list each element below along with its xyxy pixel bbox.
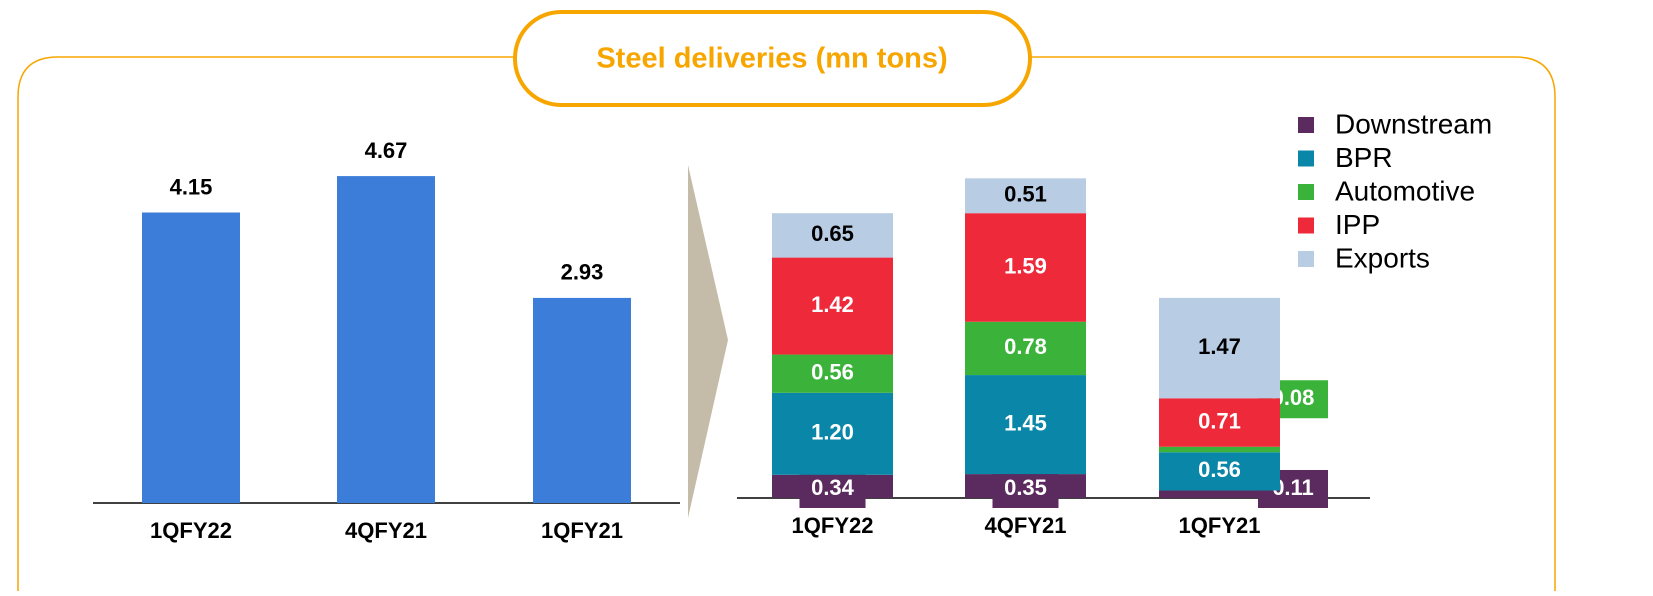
legend-swatch — [1298, 217, 1314, 234]
legend-label: IPP — [1335, 209, 1380, 240]
x-tick-label: 4QFY21 — [345, 518, 427, 543]
legend-swatch — [1298, 117, 1314, 133]
x-tick-label: 1QFY22 — [150, 518, 232, 543]
value-label: 1.59 — [1004, 253, 1047, 278]
bar-segment — [1159, 297, 1280, 399]
value-label: 1.45 — [1004, 410, 1047, 435]
bar-segment — [965, 213, 1086, 322]
bar-segment — [965, 321, 1086, 376]
title-pill — [513, 10, 1032, 107]
label-box — [992, 470, 1059, 508]
bar-segment — [772, 213, 893, 258]
value-label: 0.51 — [1004, 182, 1047, 207]
legend-swatch — [1298, 184, 1314, 200]
value-label: 0.34 — [811, 475, 855, 500]
value-label: 0.78 — [1004, 334, 1047, 359]
bar-segment — [965, 375, 1086, 475]
x-tick-label: 1QFY21 — [1179, 513, 1261, 538]
legend-swatch — [1298, 251, 1314, 267]
label-box — [799, 470, 866, 508]
bar-segment — [1159, 446, 1280, 453]
value-label: 1.42 — [811, 292, 854, 317]
bar-segment — [1159, 452, 1280, 491]
chart-title: Steel deliveries (mn tons) — [596, 43, 947, 75]
x-tick-label: 1QFY22 — [792, 513, 874, 538]
bar-segment — [1159, 490, 1280, 498]
bar — [337, 176, 435, 503]
value-label: 0.65 — [811, 221, 854, 246]
bar-segment — [772, 392, 893, 475]
value-label: 2.93 — [561, 260, 604, 285]
legend-label: BPR — [1335, 142, 1393, 173]
legend-label: Exports — [1335, 242, 1430, 273]
x-tick-label: 1QFY21 — [541, 518, 623, 543]
legend-swatch — [1298, 150, 1314, 167]
bar-segment — [965, 178, 1086, 214]
x-tick-label: 4QFY21 — [985, 513, 1067, 538]
value-label: 1.20 — [811, 420, 854, 445]
value-label: 0.35 — [1004, 475, 1047, 500]
legend-label: Automotive — [1335, 175, 1475, 206]
arrow — [688, 165, 728, 518]
bar — [533, 297, 631, 503]
value-label: 4.15 — [170, 174, 213, 199]
bar-segment — [1159, 398, 1280, 447]
value-label: 0.71 — [1198, 408, 1241, 433]
bar-segment — [772, 354, 893, 393]
value-label: 4.67 — [365, 138, 408, 163]
value-label: 0.56 — [1198, 457, 1241, 482]
bar-segment — [772, 257, 893, 355]
value-label: 0.56 — [811, 360, 854, 385]
legend-label: Downstream — [1335, 108, 1492, 139]
bar — [142, 212, 240, 503]
value-label: 1.47 — [1198, 334, 1241, 359]
